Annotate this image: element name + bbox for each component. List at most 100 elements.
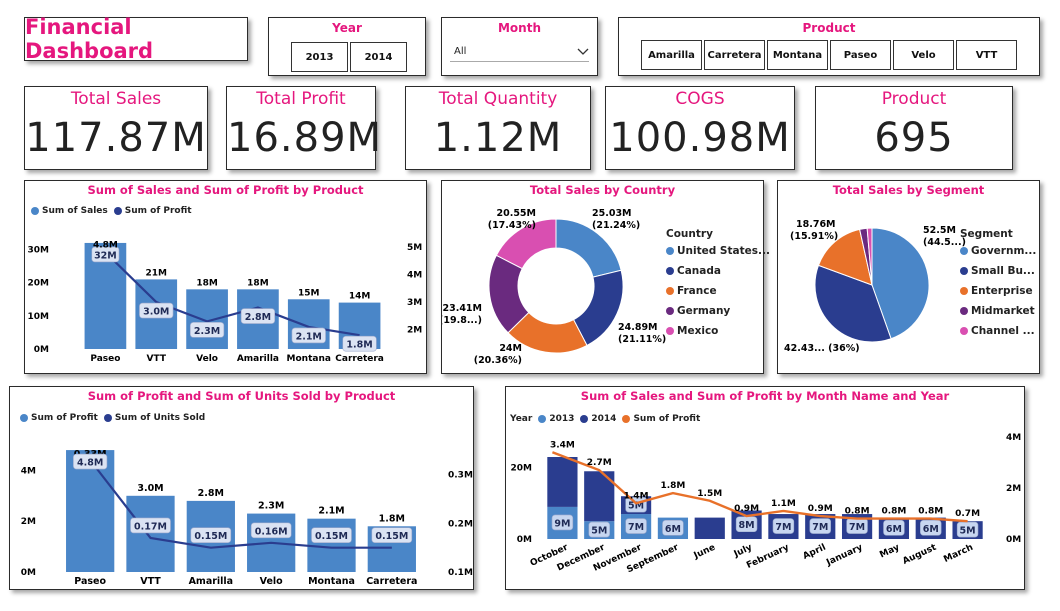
data-label: 0.15M bbox=[194, 531, 227, 542]
data-label: 1.8M bbox=[346, 340, 372, 351]
product-option-paseo[interactable]: Paseo bbox=[830, 40, 891, 70]
sales-data-label: 18M bbox=[196, 278, 218, 288]
legend-swatch bbox=[103, 414, 112, 422]
slice-percent-label: (20.36%) bbox=[474, 355, 522, 366]
profit-data-label: 3.4M bbox=[550, 440, 575, 450]
profit-units-chart[interactable]: 0M 2M 4M 0.1M 0.2M 0.3M Paseo VTT 3.0M Amarilla 2.… bbox=[10, 387, 475, 591]
x-axis-tick: Carretera bbox=[335, 354, 384, 364]
legend-swatch bbox=[960, 247, 968, 255]
country-legend: Country United States... Canada France G… bbox=[666, 228, 770, 345]
data-label-box bbox=[73, 453, 108, 470]
page-title: Financial Dashboard bbox=[25, 15, 154, 63]
data-label: 4.8M bbox=[77, 458, 103, 469]
profit-data-label: 1.1M bbox=[771, 499, 796, 509]
product-option-velo[interactable]: Velo bbox=[893, 40, 954, 70]
kpi-value: 16.89M bbox=[227, 115, 383, 161]
month-slicer-label: Month bbox=[497, 21, 541, 35]
data-label: 7M bbox=[775, 522, 791, 533]
segment-legend: Segment Governm... Small Bu... Enterpris… bbox=[960, 228, 1036, 345]
profit-data-label: 1.8M bbox=[379, 513, 405, 524]
y-axis-tick: 0M bbox=[34, 345, 49, 355]
legend-swatch bbox=[20, 414, 28, 422]
legend-swatch bbox=[666, 307, 674, 315]
data-label: 2.3M bbox=[194, 326, 220, 337]
x-axis-tick: Paseo bbox=[74, 576, 106, 587]
data-label: 7M bbox=[812, 522, 828, 533]
legend-label: 2013 bbox=[549, 414, 575, 424]
profit-data-label: 0.8M bbox=[918, 507, 943, 517]
kpi-card-total-quantity: Total Quantity 1.12M bbox=[405, 86, 591, 170]
data-label: 6M bbox=[886, 524, 902, 535]
data-label-box bbox=[91, 246, 120, 263]
month-dropdown[interactable]: All bbox=[450, 42, 589, 62]
product-option-montana[interactable]: Montana bbox=[767, 40, 828, 70]
y-axis-tick: 20M bbox=[28, 279, 50, 289]
y-axis-tick: 30M bbox=[28, 246, 50, 256]
slice-value-label: 24.89M bbox=[618, 322, 658, 333]
product-option-carretera[interactable]: Carretera bbox=[704, 40, 765, 70]
data-label: 0.17M bbox=[134, 521, 167, 532]
y-axis-tick: 0M bbox=[21, 568, 36, 578]
chart-title: Total Sales by Country bbox=[529, 183, 676, 197]
x-axis-tick: Montana bbox=[287, 354, 331, 364]
profit-data-label: 1.8M bbox=[660, 481, 685, 491]
x-axis-tick: Amarilla bbox=[189, 576, 234, 587]
x-axis-tick: Paseo bbox=[90, 354, 120, 364]
y2-axis-tick: 5M bbox=[407, 243, 422, 253]
profit-data-label: 4.8M bbox=[93, 240, 118, 250]
y2-axis-tick: 2M bbox=[1006, 484, 1021, 494]
x-axis-tick: August bbox=[901, 542, 938, 567]
product-option-amarilla[interactable]: Amarilla bbox=[641, 40, 702, 70]
data-label-box bbox=[883, 520, 905, 536]
legend-label: Governm... bbox=[971, 245, 1037, 257]
data-label: 7M bbox=[849, 522, 865, 533]
data-label: 0.15M bbox=[375, 531, 408, 542]
profit-data-label: 2.7M bbox=[587, 458, 612, 468]
monthly-chart[interactable]: 0M20M0M2M4M9MOctober5MDecember7M5MNovemb… bbox=[506, 387, 1026, 591]
slice-percent-label: (15.91%) bbox=[790, 231, 838, 242]
chart-title: Sum of Profit and Sum of Units Sold by P… bbox=[87, 389, 396, 403]
legend-label: Midmarket bbox=[971, 305, 1035, 317]
product-option-vtt[interactable]: VTT bbox=[956, 40, 1017, 70]
data-label: 8M bbox=[739, 520, 755, 531]
y2-axis-tick: 4M bbox=[1006, 433, 1021, 443]
x-axis-tick: Velo bbox=[260, 576, 284, 587]
legend-swatch bbox=[666, 247, 674, 255]
product-slicer-label: Product bbox=[802, 21, 856, 35]
profit-data-label: 0.9M bbox=[734, 504, 759, 514]
data-label-box bbox=[772, 518, 795, 534]
slice-percent-label: (44.5...) bbox=[923, 237, 966, 248]
profit-bar bbox=[126, 495, 175, 572]
y2-axis-tick: 0.1M bbox=[448, 568, 473, 578]
segment-slice bbox=[866, 227, 873, 286]
country-donut-chart[interactable]: 25.03M(21.24%) 24.89M(21.11%) 24M(20.36%) 2… bbox=[442, 181, 765, 375]
year-option-2014[interactable]: 2014 bbox=[350, 42, 407, 72]
profit-units-chart-panel: Sum of Profit and Sum of Units Sold by P… bbox=[9, 386, 474, 590]
data-label-box bbox=[551, 514, 574, 531]
y-axis-tick: 0M bbox=[517, 535, 532, 545]
legend-label: Sum of Profit bbox=[124, 206, 192, 216]
legend-swatch bbox=[31, 207, 39, 215]
segment-chart-panel: Total Sales by Segment 52.5M (44.5...) 42.… bbox=[777, 180, 1040, 374]
segment-pie-chart[interactable]: 52.5M(44.5...) 42.43... (36%) 18.76M(15.91… bbox=[778, 181, 1041, 375]
y-axis-tick: 20M bbox=[511, 464, 533, 474]
legend-title: Segment bbox=[960, 228, 1013, 240]
kpi-label: Product bbox=[881, 89, 947, 109]
sales-profit-chart-panel: Sum of Sales and Sum of Profit by Produc… bbox=[24, 180, 427, 374]
country-chart-panel: Total Sales by Country 25.03M (21.24%) 24.… bbox=[441, 180, 770, 375]
data-label-box bbox=[342, 335, 377, 352]
x-axis-tick: July bbox=[732, 543, 754, 560]
legend-swatch bbox=[622, 415, 631, 423]
legend-swatch bbox=[113, 207, 122, 215]
chart-legend: Sum of Profit Sum of Units Sold bbox=[20, 413, 211, 423]
profit-data-label: 1.5M bbox=[697, 489, 722, 499]
profit-data-label: 3.0M bbox=[137, 483, 163, 494]
sales-profit-chart[interactable]: 0M 10M 20M 30M 2M 3M 4M 5M Paseo VTT 21M Velo 18M Ama… bbox=[25, 181, 428, 375]
legend-swatch bbox=[666, 287, 674, 295]
year-option-2013[interactable]: 2013 bbox=[291, 42, 348, 72]
data-label-box bbox=[240, 308, 276, 324]
slice-value-label: 25.03M bbox=[592, 208, 632, 219]
segment-slice bbox=[871, 227, 930, 340]
kpi-label: Total Quantity bbox=[438, 89, 558, 109]
legend-swatch bbox=[666, 327, 674, 335]
